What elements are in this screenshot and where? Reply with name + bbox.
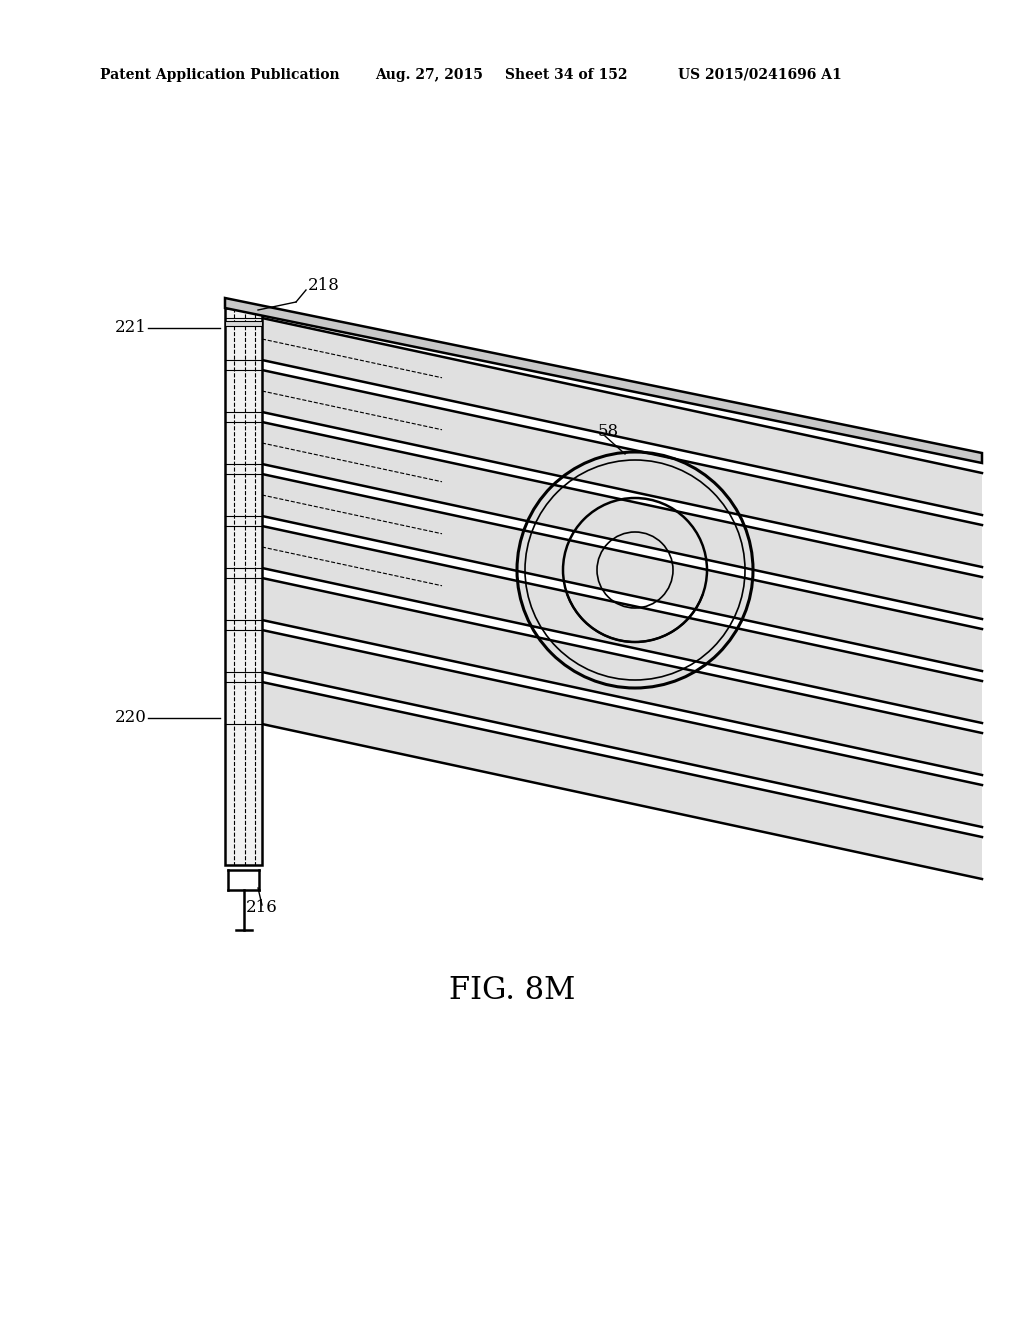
Polygon shape [262, 318, 982, 515]
Text: US 2015/0241696 A1: US 2015/0241696 A1 [678, 69, 842, 82]
Polygon shape [262, 474, 982, 671]
Text: Sheet 34 of 152: Sheet 34 of 152 [505, 69, 628, 82]
Polygon shape [225, 298, 982, 463]
Polygon shape [262, 370, 982, 568]
Text: Aug. 27, 2015: Aug. 27, 2015 [375, 69, 483, 82]
Polygon shape [262, 630, 982, 828]
Text: 58: 58 [598, 424, 620, 441]
Polygon shape [262, 578, 982, 775]
Text: 216: 216 [246, 899, 278, 916]
Text: 218: 218 [308, 277, 340, 294]
Text: 221: 221 [115, 319, 147, 337]
Text: 220: 220 [115, 710, 147, 726]
Polygon shape [225, 308, 262, 865]
Polygon shape [262, 525, 982, 723]
Text: Patent Application Publication: Patent Application Publication [100, 69, 340, 82]
Polygon shape [225, 321, 262, 326]
Polygon shape [262, 682, 982, 879]
Polygon shape [262, 422, 982, 619]
Text: FIG. 8M: FIG. 8M [449, 975, 575, 1006]
